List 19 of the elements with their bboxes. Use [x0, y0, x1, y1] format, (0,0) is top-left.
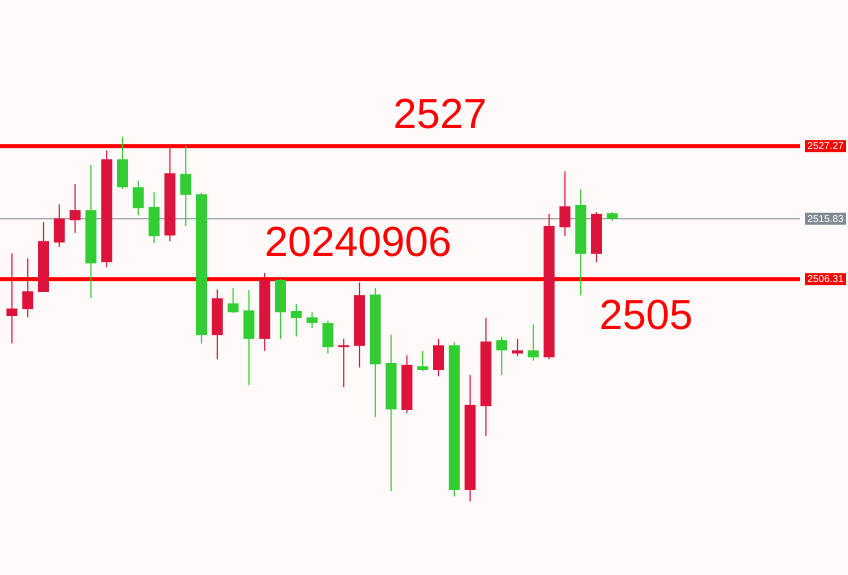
candlestick: [6, 252, 18, 344]
candlestick: [559, 170, 570, 237]
annotation: 2527: [393, 90, 487, 137]
annotation: 20240906: [264, 218, 452, 265]
ref-line-label: 2527.27: [807, 141, 844, 152]
annotation: 2505: [599, 291, 693, 338]
candlestick: [528, 324, 539, 362]
ref-line-label: 2515.83: [807, 214, 844, 225]
candlestick: [417, 350, 428, 372]
candlestick: [180, 145, 192, 227]
candlestick: [290, 303, 302, 337]
candlestick: [512, 338, 524, 357]
candlestick: [132, 180, 144, 216]
candlestick: [496, 336, 508, 376]
candlestick: [22, 258, 34, 318]
candlestick: [228, 288, 239, 314]
ref-line-label: 2506.31: [807, 274, 844, 286]
candlestick: [306, 312, 318, 329]
candlestick: [70, 183, 81, 234]
